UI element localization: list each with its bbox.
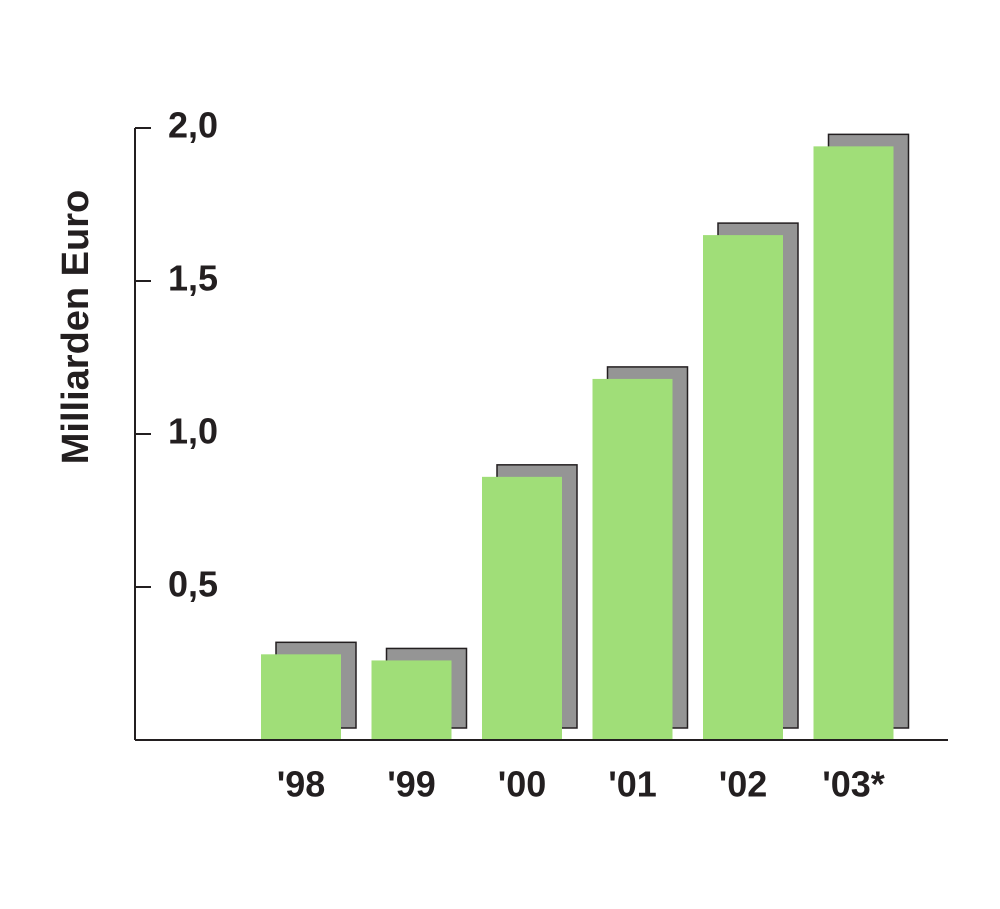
y-tick-label: 0,5 bbox=[168, 564, 218, 605]
bar bbox=[813, 146, 894, 741]
y-axis-label: Milliarden Euro bbox=[55, 190, 97, 464]
x-tick-label: '99 bbox=[387, 764, 436, 805]
x-tick-label: '98 bbox=[277, 764, 326, 805]
x-tick-label: '01 bbox=[608, 764, 657, 805]
x-tick-label: '00 bbox=[498, 764, 547, 805]
bar bbox=[371, 660, 452, 740]
y-tick-label: 1,0 bbox=[168, 411, 218, 452]
y-tick-label: 2,0 bbox=[168, 105, 218, 146]
x-tick-label: '02 bbox=[719, 764, 768, 805]
bar bbox=[703, 235, 783, 740]
x-tick-label: '03* bbox=[822, 764, 885, 805]
bar bbox=[261, 654, 341, 740]
bar bbox=[592, 378, 673, 740]
bar bbox=[482, 476, 562, 740]
y-tick-label: 1,5 bbox=[168, 258, 218, 299]
